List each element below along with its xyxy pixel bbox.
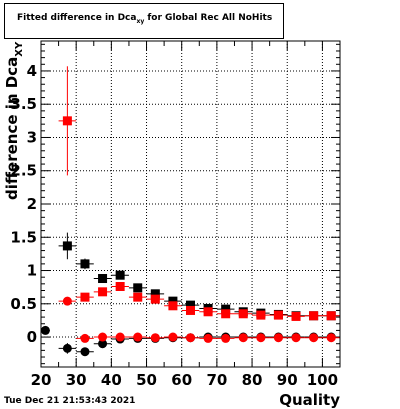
data-point-circle: [98, 332, 108, 342]
data-point-circle: [62, 296, 72, 306]
data-point-square: [168, 301, 178, 311]
data-point-circle: [238, 333, 248, 343]
y-axis-label: difference in DcaXY: [3, 41, 25, 200]
data-point-circle: [98, 339, 108, 349]
x-tick-label: 90: [277, 371, 298, 389]
data-point-square: [98, 274, 108, 284]
data-point-square: [273, 310, 283, 320]
x-tick-label: 30: [66, 371, 87, 389]
data-point-circle: [62, 343, 72, 353]
data-point-square: [309, 311, 319, 321]
data-point-square: [186, 300, 195, 310]
y-tick-label: 2: [27, 195, 37, 213]
data-point-square: [150, 294, 160, 304]
data-point-square: [115, 270, 125, 280]
y-tick-label: 4: [27, 62, 37, 80]
data-point-square: [221, 309, 231, 319]
series-circle-red: [58, 296, 340, 343]
chart-title: Fitted difference in Dcaxy for Global Re…: [17, 13, 273, 25]
data-point-square: [133, 283, 143, 293]
chart-title-suffix: for Global Rec All NoHits: [144, 13, 273, 23]
data-point-circle: [80, 333, 90, 343]
data-point-square: [115, 281, 125, 291]
data-point-circle: [133, 332, 143, 342]
data-point-square: [291, 311, 301, 321]
data-point-circle: [309, 333, 319, 343]
series-square-red: [58, 66, 340, 321]
plot-frame: [40, 40, 341, 368]
data-point-square: [326, 311, 336, 321]
data-point-square: [186, 305, 195, 315]
tick-labels: 20 30 40 50 60 70 80 90 100 0 0.5 1 1.5 2 2.5 3 3.5 4: [10, 62, 338, 389]
y-axis-label-sub: XY: [14, 41, 25, 57]
x-tick-label: 50: [136, 371, 157, 389]
data-point-square: [98, 287, 108, 297]
x-tick-label: 100: [307, 371, 338, 389]
data-point-square: [221, 304, 231, 314]
data-point-square: [133, 292, 143, 302]
data-point-circle: [80, 347, 90, 357]
data-point-circle: [221, 333, 231, 343]
data-point-square: [80, 292, 90, 302]
data-point-square: [62, 241, 72, 251]
x-tick-label: 40: [101, 371, 122, 389]
chart-title-subscript: xy: [136, 18, 145, 25]
y-tick-label: 0.5: [10, 295, 37, 313]
data-point-square: [203, 307, 213, 317]
data-point-circle: [291, 333, 301, 343]
data-point-circle: [186, 333, 195, 343]
chart-title-prefix: Fitted difference in Dca: [17, 13, 137, 23]
y-axis-label-main: difference in Dca: [3, 57, 21, 200]
data-point-circle: [150, 333, 160, 343]
x-axis-label: Quality: [279, 391, 340, 409]
data-point-circle: [256, 333, 266, 343]
x-tick-label: 60: [171, 371, 192, 389]
data-point-circle: [40, 325, 50, 335]
data-point-square: [238, 309, 248, 319]
axis-ticks: [40, 41, 340, 367]
data-point-square: [256, 310, 266, 320]
y-tick-label: 0: [27, 328, 37, 346]
data-point-square: [168, 296, 178, 306]
x-tick-label: 80: [242, 371, 263, 389]
y-tick-label: 3.5: [10, 95, 37, 113]
data-point-circle: [115, 332, 125, 342]
data-point-square: [150, 289, 160, 299]
chart-title-box: Fitted difference in Dcaxy for Global Re…: [4, 3, 284, 39]
y-tick-label: 1.5: [10, 228, 37, 246]
data-point-circle: [273, 333, 283, 343]
data-point-circle: [168, 332, 178, 342]
data-point-square: [80, 259, 90, 269]
y-tick-label: 2.5: [10, 162, 37, 180]
series-square-black: [58, 232, 340, 321]
x-tick-label: 20: [31, 371, 52, 389]
timestamp: Tue Dec 21 21:53:43 2021: [4, 396, 136, 406]
y-tick-label: 3: [27, 128, 37, 146]
x-tick-label: 70: [206, 371, 227, 389]
data-markers: [40, 66, 340, 357]
data-point-circle: [326, 333, 336, 343]
y-tick-label: 1: [27, 262, 37, 280]
data-point-circle: [203, 333, 213, 343]
data-point-square: [62, 116, 72, 126]
